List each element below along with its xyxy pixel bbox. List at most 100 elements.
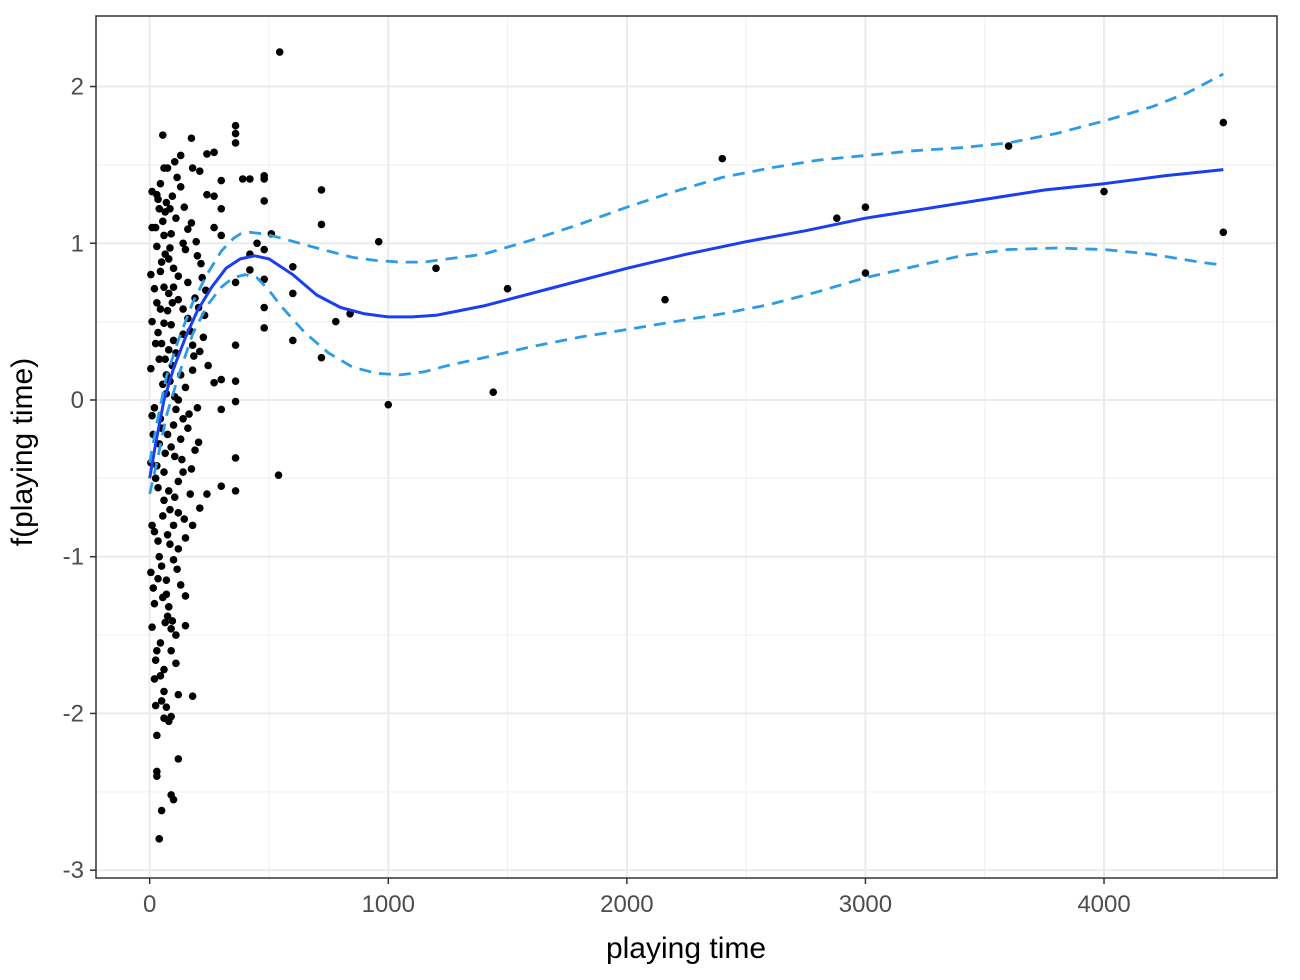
data-point <box>260 275 269 284</box>
y-tick-label: 0 <box>71 387 84 414</box>
data-point <box>181 534 190 542</box>
data-point <box>186 490 195 498</box>
data-point <box>153 772 161 780</box>
data-point <box>162 590 171 599</box>
data-point <box>155 835 164 843</box>
data-point <box>160 319 168 327</box>
fit-lines <box>148 72 1224 495</box>
data-point <box>169 521 178 530</box>
data-point <box>174 295 183 304</box>
data-point <box>162 576 171 585</box>
data-point <box>217 204 226 213</box>
data-point <box>166 204 174 213</box>
data-point <box>217 176 226 185</box>
data-point <box>163 164 172 172</box>
data-point <box>187 134 196 143</box>
data-point <box>169 421 178 429</box>
data-point <box>157 806 166 815</box>
data-point <box>188 521 197 530</box>
data-point <box>217 482 226 490</box>
data-point <box>155 204 164 213</box>
data-point <box>231 377 240 385</box>
data-point <box>163 530 172 539</box>
x-tick-label: 0 <box>143 891 156 918</box>
data-point <box>169 556 178 564</box>
data-point <box>157 258 166 266</box>
axes: 0 1000 2000 3000 4000 -3 -2 -1 0 1 2 <box>63 74 1131 918</box>
data-point <box>167 443 175 451</box>
x-tick-label: 4000 <box>1077 891 1130 918</box>
data-point <box>1004 142 1013 150</box>
x-axis-title: playing time <box>606 932 766 965</box>
data-point <box>162 703 171 711</box>
data-point <box>163 430 172 439</box>
data-point <box>176 151 185 160</box>
data-point <box>170 493 179 501</box>
data-point <box>172 631 180 639</box>
data-point <box>210 192 218 201</box>
data-point <box>192 237 201 246</box>
data-point <box>179 239 187 248</box>
data-point <box>176 435 185 443</box>
data-point <box>170 157 179 166</box>
data-point <box>168 617 177 625</box>
data-point <box>718 154 727 163</box>
data-point <box>1100 187 1108 196</box>
data-point <box>150 599 159 608</box>
data-point <box>238 175 247 183</box>
data-point <box>181 245 190 254</box>
data-point <box>178 455 186 464</box>
data-point <box>154 483 162 492</box>
data-point <box>150 675 159 683</box>
data-point <box>156 639 165 647</box>
data-point <box>274 471 283 480</box>
grid <box>96 16 1277 878</box>
data-point <box>260 175 269 183</box>
data-point <box>160 496 168 505</box>
data-point <box>210 223 218 232</box>
data-point <box>169 336 178 345</box>
data-point <box>432 264 440 273</box>
data-point <box>166 505 174 514</box>
confidence-band-line <box>148 246 1224 495</box>
data-point <box>161 355 169 364</box>
data-point <box>253 239 261 248</box>
data-point <box>184 424 192 432</box>
data-point <box>166 244 174 252</box>
data-point <box>503 284 512 293</box>
data-point <box>195 504 204 512</box>
data-point <box>1219 118 1228 127</box>
data-point <box>861 203 870 212</box>
x-tick-label: 3000 <box>839 891 892 918</box>
data-point <box>174 545 183 553</box>
data-point <box>160 231 168 240</box>
panel-border <box>95 15 1278 879</box>
data-point <box>174 690 183 699</box>
data-point <box>160 665 168 674</box>
data-point <box>184 225 192 233</box>
data-point <box>317 220 326 229</box>
data-point <box>174 272 183 280</box>
data-point <box>150 527 159 536</box>
data-point <box>156 267 165 276</box>
data-point <box>195 167 204 175</box>
y-tick-label: -3 <box>63 857 84 884</box>
data-point <box>231 278 240 287</box>
data-point <box>317 186 326 194</box>
data-point <box>176 581 185 589</box>
y-tick-label: 2 <box>71 74 84 101</box>
data-point <box>861 269 870 277</box>
data-point <box>164 603 173 611</box>
data-point <box>149 584 158 592</box>
data-point <box>217 231 226 240</box>
data-point <box>147 270 155 279</box>
data-point <box>168 299 177 307</box>
data-point <box>160 687 168 696</box>
data-point <box>181 383 190 392</box>
data-point <box>161 449 169 458</box>
data-point <box>191 446 199 454</box>
data-point <box>374 237 383 246</box>
data-point <box>203 190 211 199</box>
data-point <box>193 404 202 412</box>
